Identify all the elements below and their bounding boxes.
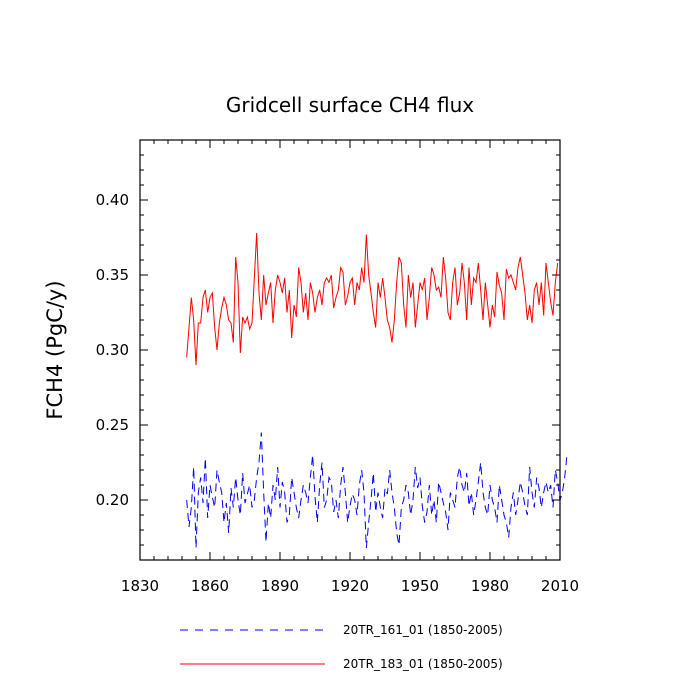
plot-frame bbox=[139, 139, 561, 561]
y-axis-label: FCH4 (PgC/y) bbox=[43, 280, 67, 419]
y-tick-label: 0.30 bbox=[96, 341, 129, 359]
x-tick-label: 1980 bbox=[471, 577, 509, 595]
x-tick-label: 1860 bbox=[191, 577, 229, 595]
x-tick-label: 1890 bbox=[261, 577, 299, 595]
axis-layer: 1830 1860 1890 1920 1950 1980 2010 0.20 0.25 0.30… bbox=[96, 139, 579, 595]
x-tick-label: 1830 bbox=[121, 577, 159, 595]
y-tick-label: 0.40 bbox=[96, 191, 129, 209]
y-tick-label: 0.35 bbox=[96, 266, 129, 284]
y-tick-label: 0.25 bbox=[96, 416, 129, 434]
series-line-1 bbox=[186, 432, 568, 549]
x-tick-label: 2010 bbox=[541, 577, 579, 595]
series-line-2 bbox=[186, 232, 559, 366]
legend-label-2: 20TR_183_01 (1850-2005) bbox=[343, 657, 503, 671]
legend: 20TR_161_01 (1850-2005) 20TR_183_01 (1850… bbox=[180, 623, 503, 671]
legend-label-1: 20TR_161_01 (1850-2005) bbox=[343, 623, 503, 637]
x-tick-label: 1920 bbox=[331, 577, 369, 595]
y-tick-label: 0.20 bbox=[96, 491, 129, 509]
x-tick-label: 1950 bbox=[401, 577, 439, 595]
chart-title: Gridcell surface CH4 flux bbox=[226, 93, 474, 117]
series-layer bbox=[186, 232, 568, 549]
